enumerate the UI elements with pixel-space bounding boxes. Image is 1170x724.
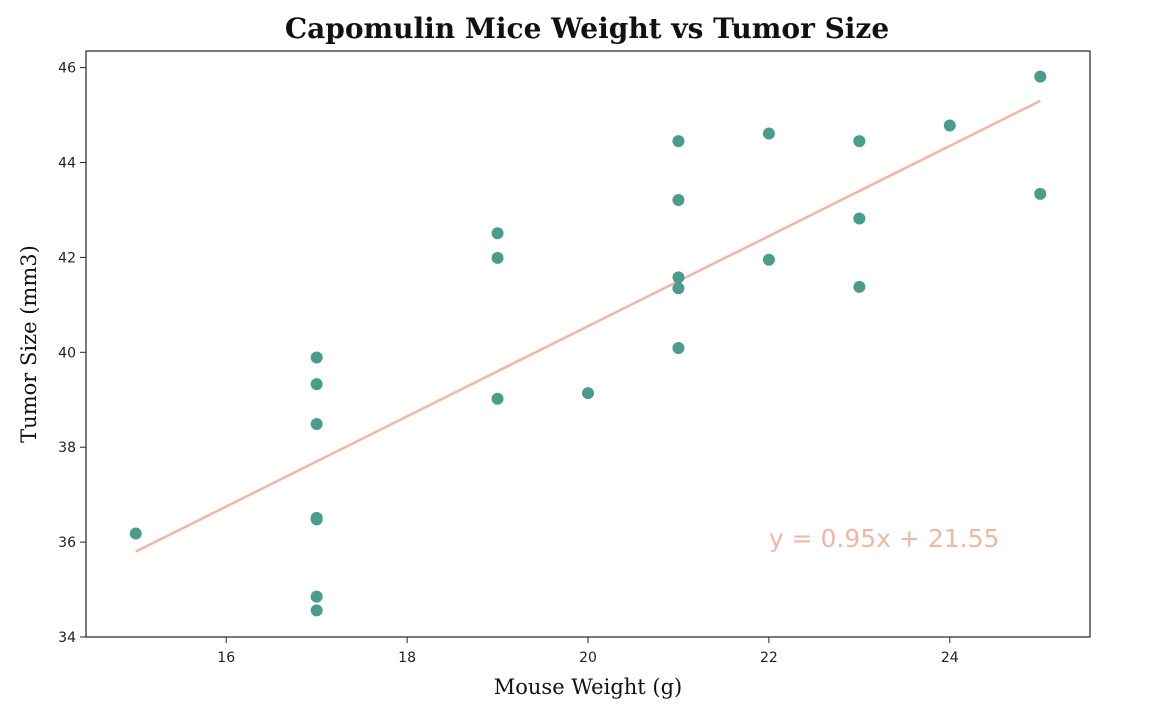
y-tick-label: 46 — [58, 61, 76, 77]
data-point — [129, 527, 142, 540]
y-tick-label: 38 — [58, 440, 76, 456]
data-point — [310, 417, 323, 430]
data-point — [853, 135, 866, 148]
data-point — [1034, 187, 1047, 200]
x-tick-label: 24 — [941, 650, 959, 666]
data-point — [762, 253, 775, 266]
data-point — [672, 271, 685, 284]
data-point — [943, 119, 956, 132]
x-axis-label: Mouse Weight (g) — [494, 675, 682, 699]
x-tick-label: 18 — [398, 650, 416, 666]
y-tick-label: 34 — [58, 630, 76, 646]
data-point — [310, 378, 323, 391]
data-point — [853, 280, 866, 293]
data-point — [582, 387, 594, 400]
data-point — [491, 392, 504, 405]
data-point — [310, 590, 323, 603]
x-tick-label: 20 — [579, 650, 597, 666]
data-point — [672, 193, 685, 206]
regression-line — [135, 99, 1041, 553]
y-axis-label: Tumor Size (mm3) — [17, 245, 41, 443]
y-tick-label: 36 — [58, 535, 76, 551]
data-point — [310, 604, 323, 617]
regression-equation-annotation: y = 0.95x + 21.55 — [769, 524, 1000, 553]
data-point — [672, 135, 685, 148]
x-tick-label: 16 — [217, 650, 235, 666]
data-point — [310, 513, 323, 526]
plot-area — [129, 70, 1047, 617]
x-axis-ticks: 16 18 20 22 24 — [217, 637, 959, 666]
data-point — [853, 212, 866, 225]
data-point — [672, 282, 685, 295]
x-tick-label: 22 — [760, 650, 778, 666]
y-tick-label: 44 — [58, 156, 76, 172]
data-point — [491, 251, 504, 264]
y-axis-ticks: 34 36 38 40 42 44 46 — [58, 61, 86, 646]
data-point — [310, 351, 323, 364]
chart-title: Capomulin Mice Weight vs Tumor Size — [285, 12, 889, 45]
data-point — [672, 342, 685, 355]
y-tick-label: 42 — [58, 250, 76, 266]
data-point — [762, 127, 775, 140]
data-point — [1034, 70, 1047, 83]
y-tick-label: 40 — [58, 345, 76, 361]
data-point — [491, 227, 504, 240]
